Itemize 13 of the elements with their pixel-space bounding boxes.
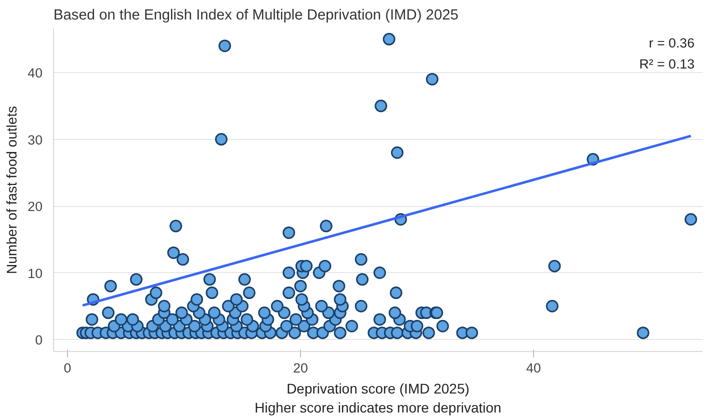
y-axis-title: Number of fast food outlets <box>4 106 20 274</box>
y-tick-label: 30 <box>28 132 43 148</box>
chart-subtitle: Based on the English Index of Multiple Deprivation (IMD) 2025 <box>54 8 458 24</box>
y-tick-label: 0 <box>35 332 43 348</box>
x-tick-label: 40 <box>526 360 541 376</box>
annotation: R² = 0.13 <box>639 56 695 72</box>
y-tick-label: 20 <box>28 199 43 214</box>
y-tick-label: 40 <box>28 66 43 81</box>
x-tick-label: 0 <box>64 360 72 376</box>
y-tick-label: 10 <box>28 266 43 281</box>
x-axis-title: Deprivation score (IMD 2025) Higher score indicates more deprivation <box>254 380 502 416</box>
annotation: r = 0.36 <box>648 36 695 50</box>
x-tick-label: 20 <box>293 360 308 376</box>
